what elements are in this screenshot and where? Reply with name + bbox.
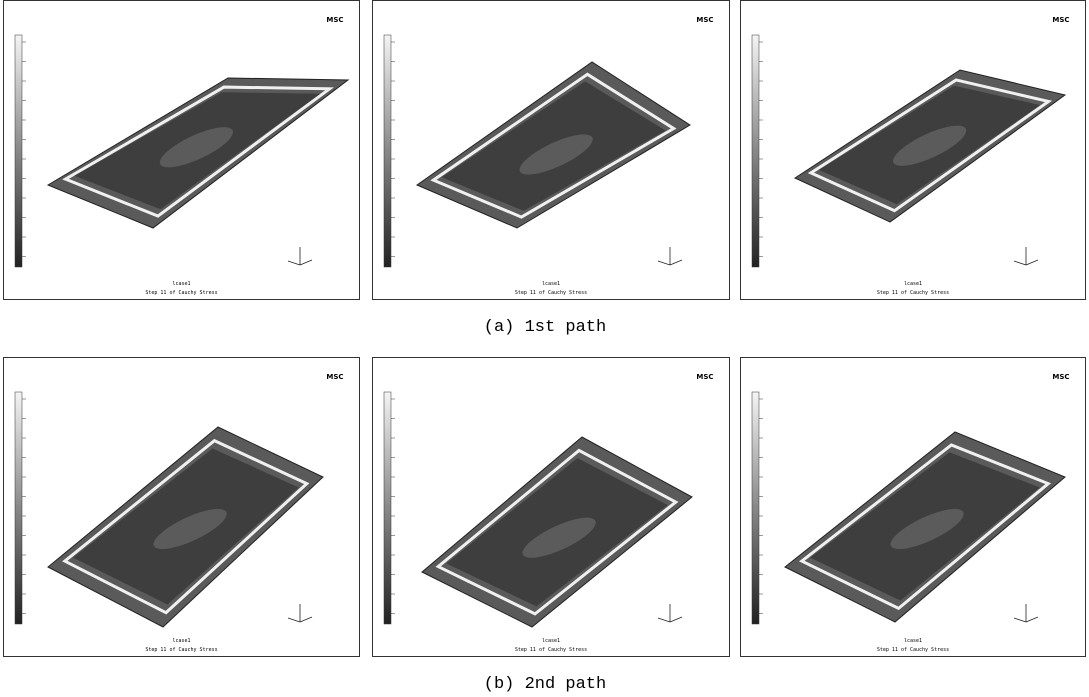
panel-footer: Step 11 of Cauchy Stress (145, 647, 217, 653)
software-logo: MSC (696, 373, 713, 381)
row-caption: (a) 1st path (484, 318, 606, 337)
software-logo: MSC (326, 16, 343, 24)
figure: MSC lcase1 Step 11 of Cauchy Stress MSC lcas… (0, 0, 1089, 697)
panel-footer: Step 11 of Cauchy Stress (145, 290, 217, 296)
panel-footer: Step 11 of Cauchy Stress (877, 290, 949, 296)
software-logo: MSC (326, 373, 343, 381)
software-logo: MSC (1052, 16, 1069, 24)
result-panel: MSC lcase1 Step 11 of Cauchy Stress (741, 1, 1086, 300)
result-panel: MSC lcase1 Step 11 of Cauchy Stress (4, 1, 360, 300)
software-logo: MSC (1052, 373, 1069, 381)
job-name: lcase1 (542, 638, 560, 644)
color-bar (384, 35, 391, 267)
job-name: lcase1 (172, 281, 190, 287)
color-bar (752, 35, 759, 267)
panel-footer: Step 11 of Cauchy Stress (877, 647, 949, 653)
job-name: lcase1 (904, 638, 922, 644)
result-panel: MSC lcase1 Step 11 of Cauchy Stress (741, 358, 1086, 657)
color-bar (15, 392, 22, 624)
color-bar (752, 392, 759, 624)
result-panel: MSC lcase1 Step 11 of Cauchy Stress (373, 1, 730, 300)
job-name: lcase1 (904, 281, 922, 287)
panel-footer: Step 11 of Cauchy Stress (515, 647, 587, 653)
result-panel: MSC lcase1 Step 11 of Cauchy Stress (4, 358, 360, 657)
software-logo: MSC (696, 16, 713, 24)
job-name: lcase1 (172, 638, 190, 644)
row-caption: (b) 2nd path (484, 675, 606, 694)
color-bar (15, 35, 22, 267)
result-panel: MSC lcase1 Step 11 of Cauchy Stress (373, 358, 730, 657)
color-bar (384, 392, 391, 624)
job-name: lcase1 (542, 281, 560, 287)
panel-footer: Step 11 of Cauchy Stress (515, 290, 587, 296)
